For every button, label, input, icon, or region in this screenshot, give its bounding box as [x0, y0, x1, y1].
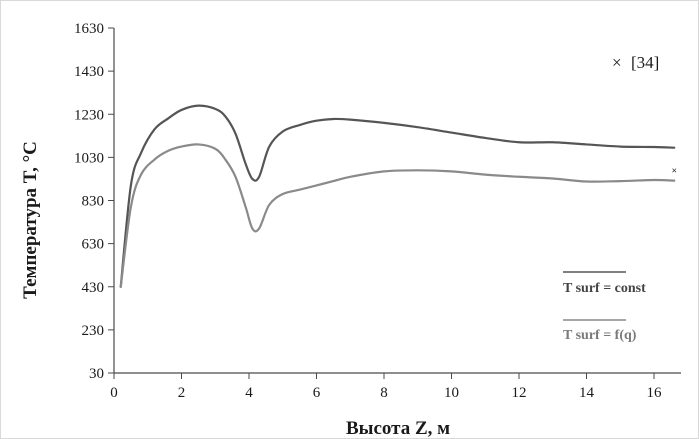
x-tick-label: 10 [444, 385, 459, 401]
y-tick-label: 1630 [74, 21, 104, 37]
reference-label: [34] [631, 53, 659, 72]
x-tick-label: 2 [178, 385, 186, 401]
x-tick-label: 4 [245, 385, 253, 401]
x-tick-label: 6 [313, 385, 321, 401]
x-axis-title: Высота Z, м [346, 418, 450, 439]
y-tick-label: 230 [82, 323, 105, 339]
legend: T surf = const T surf = f(q) [563, 271, 646, 343]
x-tick-label: 14 [579, 385, 595, 401]
legend-label-const: T surf = const [563, 281, 646, 296]
y-tick-label: 1430 [74, 64, 104, 80]
axes: 30 230 430 630 830 1030 1230 1430 1630 0 2 4 6 8 10 12 1… [74, 21, 681, 401]
x-tick-label: 16 [647, 385, 663, 401]
x-tick-label: 8 [380, 385, 388, 401]
y-tick-label: 630 [82, 237, 105, 253]
y-tick-label: 30 [89, 366, 104, 382]
y-axis-title: Температура T, °C [20, 141, 41, 299]
reference-marker-symbol: × [612, 53, 622, 72]
series-layer: × [119, 104, 677, 288]
y-tick-label: 430 [82, 280, 105, 296]
legend-label-fq: T surf = f(q) [563, 328, 637, 343]
y-tick-label: 1030 [74, 150, 104, 166]
x-tick-label: 0 [110, 385, 118, 401]
y-tick-label: 1230 [74, 107, 104, 123]
reference-point-marker: × [672, 165, 677, 175]
y-tick-label: 830 [82, 194, 105, 210]
x-tick-label: 12 [512, 385, 527, 401]
series-line-1 [119, 143, 676, 288]
series-line-0 [119, 104, 676, 288]
legend-item-const: T surf = const [563, 271, 646, 296]
legend-item-fq: T surf = f(q) [563, 319, 637, 343]
